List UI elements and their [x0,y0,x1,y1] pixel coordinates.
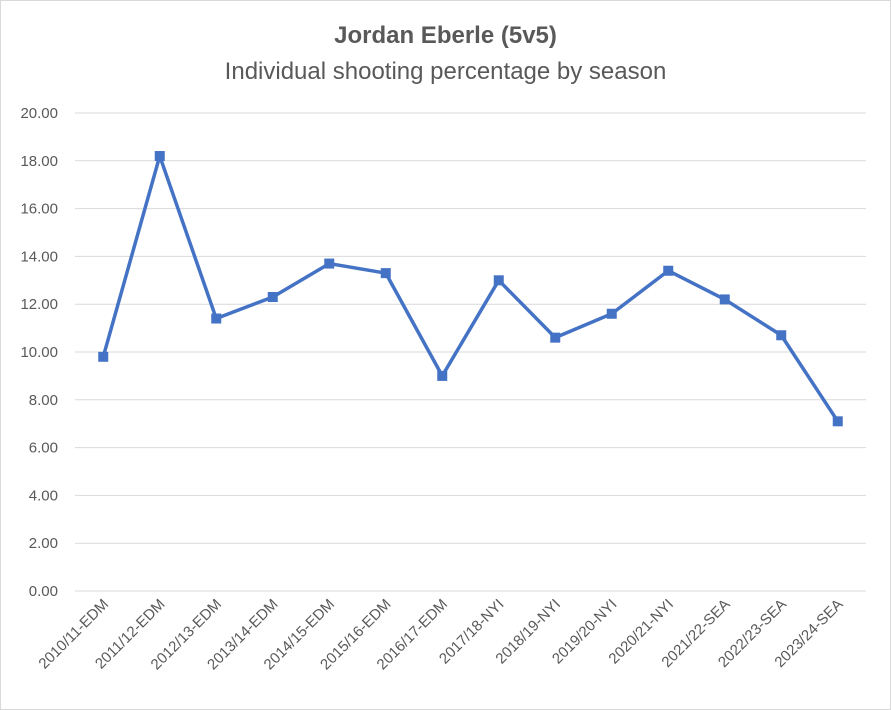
data-points [98,151,843,427]
series-line [101,154,840,423]
y-tick-label: 16.00 [20,201,58,218]
y-tick-label: 10.00 [20,344,58,361]
y-tick-label: 0.00 [29,583,58,600]
data-point [437,370,448,381]
data-point [776,330,787,341]
data-point [663,265,674,276]
y-tick-label: 14.00 [20,248,58,265]
y-tick-label: 6.00 [29,440,58,457]
data-point [267,292,278,303]
y-axis: 0.00 2.00 4.00 6.00 8.00 10.00 12.00 14.00 16.00… [20,105,58,600]
data-point [606,308,617,319]
data-point [324,258,335,269]
y-tick-label: 18.00 [20,153,58,170]
data-point [98,351,109,362]
y-tick-label: 12.00 [20,296,58,313]
chart-subtitle: Individual shooting percentage by season [224,58,667,85]
data-point [550,332,561,343]
y-tick-label: 2.00 [29,535,58,552]
chart-title: Jordan Eberle (5v5) [334,22,557,49]
data-point [154,151,165,162]
data-point [493,275,504,286]
data-point [211,313,222,324]
data-point [380,268,391,279]
data-point [832,416,843,427]
y-tick-label: 20.00 [20,105,58,122]
data-point [719,294,730,305]
y-tick-label: 8.00 [29,392,58,409]
y-tick-label: 4.00 [29,487,58,504]
x-axis: 2010/11-EDM2011/12-EDM2012/13-EDM2013/14… [35,596,846,673]
gridlines [75,112,866,592]
